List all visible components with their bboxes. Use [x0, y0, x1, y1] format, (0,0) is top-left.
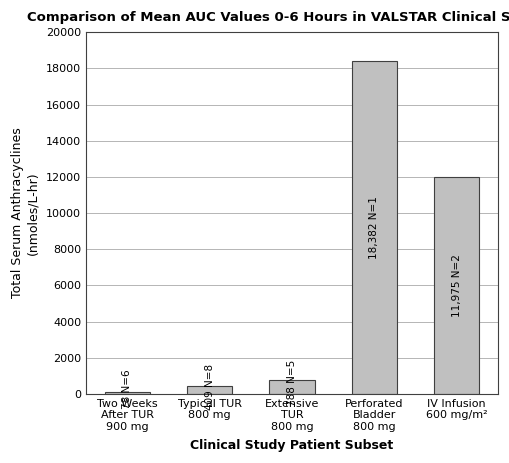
Title: Comparison of Mean AUC Values 0-6 Hours in VALSTAR Clinical Studies: Comparison of Mean AUC Values 0-6 Hours … [27, 11, 509, 24]
Bar [187, 387, 232, 394]
Bar [434, 177, 479, 394]
Y-axis label: Total Serum Anthracyclines
(nmoles/L-hr): Total Serum Anthracyclines (nmoles/L-hr) [11, 128, 39, 299]
Text: 409 N=8: 409 N=8 [205, 363, 215, 410]
Text: 78 N=6: 78 N=6 [122, 370, 132, 409]
Bar [352, 62, 397, 394]
Text: 18,382 N=1: 18,382 N=1 [369, 196, 379, 259]
Text: 788 N=5: 788 N=5 [287, 360, 297, 406]
Bar [105, 393, 150, 394]
Text: 11,975 N=2: 11,975 N=2 [451, 254, 462, 317]
X-axis label: Clinical Study Patient Subset: Clinical Study Patient Subset [190, 439, 393, 452]
Bar [269, 380, 315, 394]
